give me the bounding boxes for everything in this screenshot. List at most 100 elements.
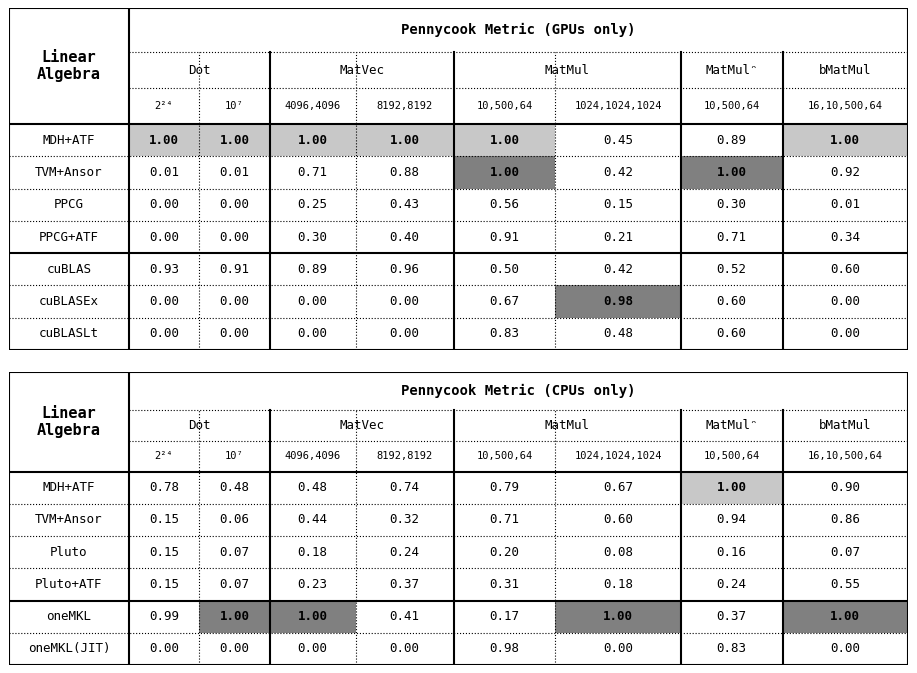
Text: 0.00: 0.00 xyxy=(298,295,327,308)
Text: 0.32: 0.32 xyxy=(390,513,420,526)
Text: 0.55: 0.55 xyxy=(830,578,860,591)
Text: cuBLASLt: cuBLASLt xyxy=(39,327,99,341)
Text: Dot: Dot xyxy=(188,419,210,432)
Text: Linear
Algebra: Linear Algebra xyxy=(37,406,101,438)
Text: 0.94: 0.94 xyxy=(717,513,746,526)
Text: 0.41: 0.41 xyxy=(390,610,420,623)
Text: 0.93: 0.93 xyxy=(149,263,179,276)
Text: 0.45: 0.45 xyxy=(603,134,633,147)
Text: 0.37: 0.37 xyxy=(717,610,746,623)
Text: 0.71: 0.71 xyxy=(717,231,746,244)
Text: MDH+ATF: MDH+ATF xyxy=(43,481,95,494)
Text: 0.60: 0.60 xyxy=(830,263,860,276)
Bar xyxy=(270,600,356,633)
Text: 0.31: 0.31 xyxy=(490,578,520,591)
Text: 0.88: 0.88 xyxy=(390,166,420,179)
Text: 0.25: 0.25 xyxy=(298,199,327,211)
Text: 0.44: 0.44 xyxy=(298,513,327,526)
Text: 1024,1024,1024: 1024,1024,1024 xyxy=(574,102,662,111)
Text: 0.24: 0.24 xyxy=(717,578,746,591)
Bar xyxy=(782,600,908,633)
Text: 0.91: 0.91 xyxy=(490,231,520,244)
Text: MDH+ATF: MDH+ATF xyxy=(43,134,95,147)
Text: TVM+Ansor: TVM+Ansor xyxy=(35,166,103,179)
Text: 0.60: 0.60 xyxy=(603,513,633,526)
Text: 0.00: 0.00 xyxy=(603,643,633,656)
Text: 0.18: 0.18 xyxy=(298,546,327,559)
Bar xyxy=(199,125,270,157)
Text: 0.52: 0.52 xyxy=(717,263,746,276)
Text: 0.00: 0.00 xyxy=(390,643,420,656)
Bar xyxy=(680,157,782,188)
Text: 2²⁴: 2²⁴ xyxy=(155,102,173,111)
Text: 0.15: 0.15 xyxy=(603,199,633,211)
Bar xyxy=(270,125,356,157)
Text: 16,10,500,64: 16,10,500,64 xyxy=(808,451,883,461)
Text: 0.30: 0.30 xyxy=(298,231,327,244)
Text: 0.00: 0.00 xyxy=(298,643,327,656)
Text: 1024,1024,1024: 1024,1024,1024 xyxy=(574,451,662,461)
Text: 1.00: 1.00 xyxy=(219,610,249,623)
Text: 0.18: 0.18 xyxy=(603,578,633,591)
Text: 0.48: 0.48 xyxy=(603,327,633,341)
Text: 0.86: 0.86 xyxy=(830,513,860,526)
Text: 1.00: 1.00 xyxy=(717,481,746,494)
Text: 0.24: 0.24 xyxy=(390,546,420,559)
Text: 0.16: 0.16 xyxy=(717,546,746,559)
Text: 4096,4096: 4096,4096 xyxy=(284,451,341,461)
Text: 0.90: 0.90 xyxy=(830,481,860,494)
Text: MatVec: MatVec xyxy=(339,64,384,77)
Bar xyxy=(454,157,556,188)
Text: 0.00: 0.00 xyxy=(298,327,327,341)
Text: 0.37: 0.37 xyxy=(390,578,420,591)
Bar xyxy=(356,125,454,157)
Text: Pennycook Metric (CPUs only): Pennycook Metric (CPUs only) xyxy=(401,384,635,398)
Text: 0.00: 0.00 xyxy=(830,295,860,308)
Text: 0.00: 0.00 xyxy=(219,199,249,211)
Text: 0.07: 0.07 xyxy=(219,578,249,591)
Bar xyxy=(556,600,680,633)
Text: 0.71: 0.71 xyxy=(490,513,520,526)
Text: 2²⁴: 2²⁴ xyxy=(155,451,173,461)
Text: Pennycook Metric (GPUs only): Pennycook Metric (GPUs only) xyxy=(401,23,635,37)
Text: 10,500,64: 10,500,64 xyxy=(703,451,760,461)
Text: 0.01: 0.01 xyxy=(830,199,860,211)
Text: 1.00: 1.00 xyxy=(149,134,179,147)
Text: 0.89: 0.89 xyxy=(717,134,746,147)
Text: 0.07: 0.07 xyxy=(830,546,860,559)
Text: Linear
Algebra: Linear Algebra xyxy=(37,50,101,82)
Text: 16,10,500,64: 16,10,500,64 xyxy=(808,102,883,111)
Text: 0.00: 0.00 xyxy=(219,643,249,656)
Text: 0.98: 0.98 xyxy=(490,643,520,656)
Text: 0.15: 0.15 xyxy=(149,578,179,591)
Text: Dot: Dot xyxy=(188,64,210,77)
Text: 0.67: 0.67 xyxy=(490,295,520,308)
Text: MatVec: MatVec xyxy=(339,419,384,432)
Text: 0.98: 0.98 xyxy=(603,295,633,308)
Text: 0.06: 0.06 xyxy=(219,513,249,526)
Text: MatMulᵔ: MatMulᵔ xyxy=(705,64,757,77)
Text: MatMulᵔ: MatMulᵔ xyxy=(705,419,757,432)
Text: Pluto: Pluto xyxy=(50,546,88,559)
Text: 0.30: 0.30 xyxy=(717,199,746,211)
Text: 0.00: 0.00 xyxy=(830,327,860,341)
Bar xyxy=(128,125,199,157)
Text: oneMKL(JIT): oneMKL(JIT) xyxy=(28,643,110,656)
Text: 0.08: 0.08 xyxy=(603,546,633,559)
Text: 10⁷: 10⁷ xyxy=(225,451,244,461)
Text: 0.50: 0.50 xyxy=(490,263,520,276)
Text: 1.00: 1.00 xyxy=(390,134,420,147)
Text: 0.01: 0.01 xyxy=(219,166,249,179)
Text: 0.20: 0.20 xyxy=(490,546,520,559)
Text: 10⁷: 10⁷ xyxy=(225,102,244,111)
Text: 1.00: 1.00 xyxy=(717,166,746,179)
Text: 1.00: 1.00 xyxy=(490,134,520,147)
Text: 1.00: 1.00 xyxy=(830,610,860,623)
Text: 0.96: 0.96 xyxy=(390,263,420,276)
Bar xyxy=(556,285,680,318)
Text: 0.48: 0.48 xyxy=(298,481,327,494)
Text: 0.00: 0.00 xyxy=(149,327,179,341)
Text: 0.74: 0.74 xyxy=(390,481,420,494)
Text: 1.00: 1.00 xyxy=(490,166,520,179)
Text: 0.00: 0.00 xyxy=(219,327,249,341)
